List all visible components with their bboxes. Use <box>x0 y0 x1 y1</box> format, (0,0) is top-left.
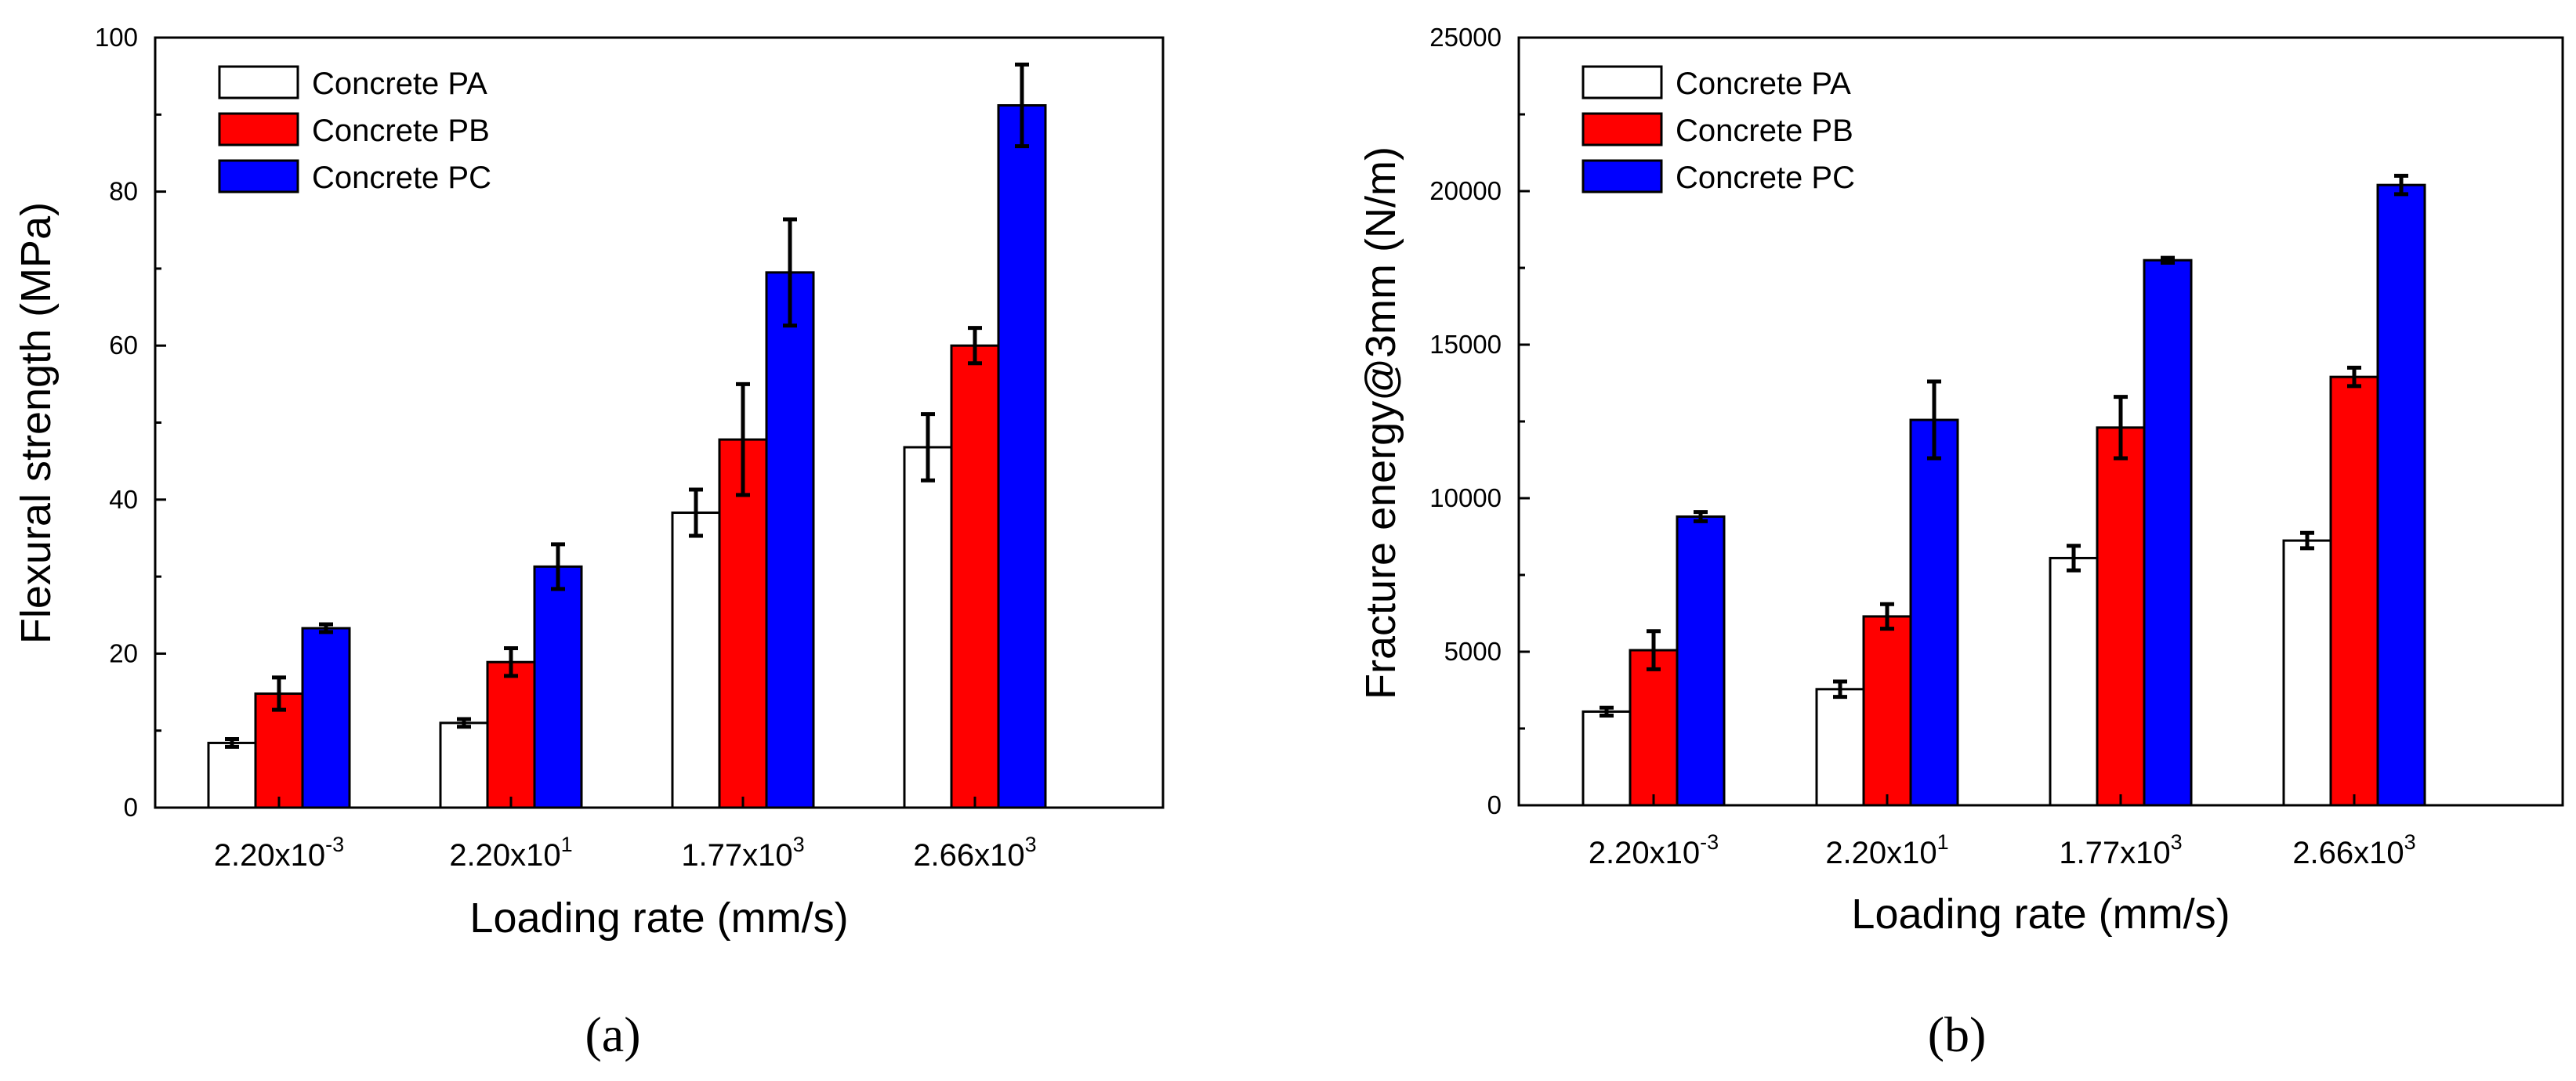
x-tick-label-base: 2.66x10 <box>2292 836 2404 870</box>
y-axis-title: Flexural strength (MPa) <box>13 202 60 644</box>
legend-swatch-pc <box>218 159 299 193</box>
x-tick-label-base: 2.66x10 <box>913 838 1024 873</box>
x-tick-label-base: 2.20x10 <box>214 838 325 873</box>
y-tick-label: 0 <box>1487 790 1502 819</box>
y-tick-label: 40 <box>109 485 138 514</box>
bar-pb <box>1862 615 1912 807</box>
x-tick-label-exponent: -3 <box>325 833 344 856</box>
legend-swatch-pa <box>218 65 299 99</box>
legend-label-pc: Concrete PC <box>312 161 491 195</box>
legend-label-pb: Concrete PB <box>312 114 490 148</box>
bar-pa <box>439 721 489 809</box>
panel-b-label: (b) <box>1928 1007 1987 1062</box>
x-tick-label: 2.20x10-3 <box>1589 830 1719 870</box>
bar-pb <box>254 692 304 809</box>
x-tick-label-exponent: 3 <box>2404 830 2416 854</box>
bar-pb <box>2329 375 2379 807</box>
bar-pa <box>903 446 953 809</box>
legend-label-pb: Concrete PB <box>1676 114 1853 148</box>
x-axis-title: Loading rate (mm/s) <box>469 895 848 942</box>
legend-swatch-pb <box>218 112 299 146</box>
bar-pc <box>2376 183 2426 807</box>
legend-swatch-pb <box>1581 112 1663 146</box>
y-tick-label: 15000 <box>1429 330 1502 359</box>
bar-pb <box>2096 426 2146 807</box>
bar-pc <box>2143 258 2193 807</box>
x-tick-label: 2.66x103 <box>913 833 1036 873</box>
x-tick-label-exponent: 1 <box>1937 830 1949 854</box>
bar-pa <box>1815 688 1865 807</box>
x-tick-label-exponent: 3 <box>793 833 805 856</box>
y-tick-label: 0 <box>124 793 138 822</box>
bar-pb <box>1629 649 1679 807</box>
bar-pc <box>997 104 1047 809</box>
y-tick-label: 20 <box>109 638 138 667</box>
x-tick-label-exponent: 1 <box>561 833 573 856</box>
legend-label-pa: Concrete PA <box>1676 67 1851 101</box>
y-tick-label: 25000 <box>1429 23 1502 52</box>
x-tick-label: 1.77x103 <box>681 833 804 873</box>
bar-pa <box>2282 539 2332 807</box>
bar-pc <box>301 627 351 809</box>
bar-pa <box>671 512 721 809</box>
y-tick-label: 80 <box>109 177 138 206</box>
x-tick-label-base: 2.20x10 <box>449 838 560 873</box>
x-tick-label-base: 1.77x10 <box>2059 836 2170 870</box>
bar-pa <box>207 741 257 809</box>
x-tick-label: 1.77x103 <box>2059 830 2182 870</box>
x-tick-label: 2.20x101 <box>449 833 572 873</box>
bar-pc <box>765 271 815 809</box>
x-tick-label: 2.66x103 <box>2292 830 2415 870</box>
legend-swatch-pc <box>1581 159 1663 193</box>
y-tick-label: 10000 <box>1429 483 1502 512</box>
x-tick-label: 2.20x101 <box>1825 830 1948 870</box>
legend-swatch-pa <box>1581 65 1663 99</box>
bar-pa <box>2049 556 2099 807</box>
bar-pb <box>486 660 536 809</box>
y-tick-label: 5000 <box>1444 637 1502 666</box>
x-tick-label-exponent: 3 <box>1025 833 1037 856</box>
panel-a-label: (a) <box>585 1007 640 1062</box>
legend-label-pa: Concrete PA <box>312 67 487 101</box>
x-tick-label-exponent: 3 <box>2171 830 2183 854</box>
y-axis-title: Fracture energy@3mm (N/m) <box>1357 146 1404 700</box>
bar-pb <box>950 344 1000 809</box>
x-tick-label-base: 1.77x10 <box>681 838 792 873</box>
bar-pc <box>533 565 583 809</box>
y-tick-label: 100 <box>95 23 138 52</box>
x-axis-title: Loading rate (mm/s) <box>1851 891 2230 938</box>
y-tick-label: 60 <box>109 331 138 360</box>
y-tick-label: 20000 <box>1429 176 1502 205</box>
legend-label-pc: Concrete PC <box>1676 161 1855 195</box>
x-tick-label-base: 2.20x10 <box>1825 836 1937 870</box>
x-tick-label-base: 2.20x10 <box>1589 836 1700 870</box>
bar-pc <box>1909 418 1959 807</box>
x-tick-label: 2.20x10-3 <box>214 833 344 873</box>
x-tick-label-exponent: -3 <box>1700 830 1719 854</box>
bar-pa <box>1581 710 1632 807</box>
bar-pc <box>1676 515 1726 807</box>
